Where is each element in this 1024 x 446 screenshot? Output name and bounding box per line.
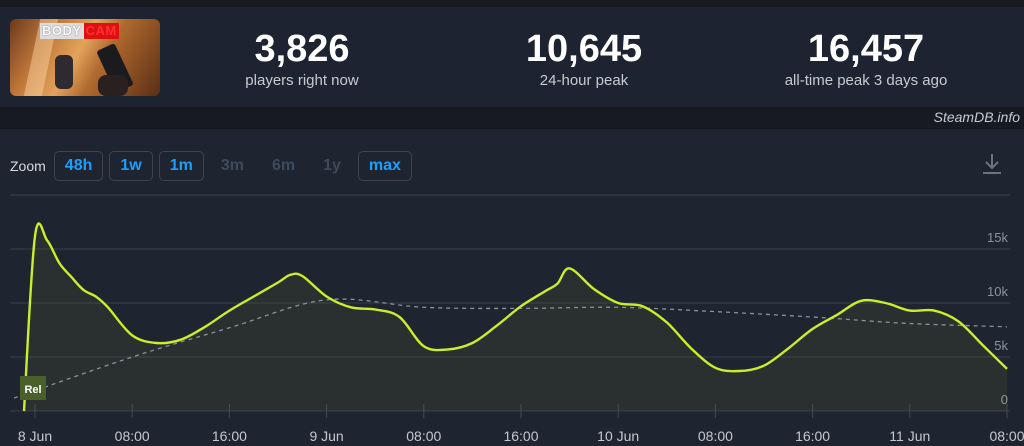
zoom-controls: Zoom 48h 1w 1m 3m 6m 1y max [10, 150, 418, 182]
stat-label: 24-hour peak [539, 72, 629, 89]
top-strip [0, 0, 1024, 7]
x-tick-label: 11 Jun [889, 428, 930, 444]
release-marker[interactable]: Rel [20, 376, 46, 400]
zoom-1y-button: 1y [323, 157, 341, 174]
steamdb-credit[interactable]: SteamDB.info [933, 109, 1020, 125]
players-line [22, 222, 1008, 412]
stats-header: BODY CAM 3,826 players right now 10,645 … [0, 7, 1024, 107]
release-label: Rel [24, 384, 41, 396]
stat-24h-peak: 10,645 24-hour peak [464, 29, 704, 91]
x-tick-label: 16:00 [212, 428, 247, 444]
game-thumbnail[interactable]: BODY CAM [10, 19, 160, 96]
stat-label: players right now [245, 72, 359, 89]
zoom-6m-button: 6m [271, 157, 296, 174]
y-tick-label: 10k [987, 284, 1008, 299]
chart-grid [10, 248, 1010, 412]
y-tick-label: 15k [987, 230, 1008, 245]
game-logo: BODY CAM [40, 23, 119, 39]
y-tick-label: 5k [994, 338, 1008, 353]
x-tick-label: 08:00 [989, 428, 1024, 444]
players-area [24, 223, 1007, 411]
average-line [13, 298, 1008, 399]
download-icon[interactable] [981, 152, 1003, 176]
x-tick-label: 8 Jun [18, 428, 52, 444]
zoom-48h-button[interactable]: 48h [53, 151, 104, 181]
chart-panel [0, 129, 1024, 446]
game-logo-left: BODY [40, 23, 84, 39]
x-tick-label: 08:00 [115, 428, 150, 444]
thumbnail-hand [98, 75, 128, 96]
x-tick-label: 08:00 [406, 428, 441, 444]
x-tick-label: 9 Jun [309, 428, 343, 444]
y-axis-labels: 0 5k 10k 15k [987, 230, 1008, 407]
player-count-chart[interactable]: 0 5k 10k 15k 8 Jun 08:00 16:00 9 Jun 08:00 16:00… [0, 188, 1024, 446]
x-tick-label: 10 Jun [597, 428, 639, 444]
y-tick-label: 0 [1001, 392, 1008, 407]
x-tick-label: 16:00 [503, 428, 538, 444]
x-axis-labels: 8 Jun 08:00 16:00 9 Jun 08:00 16:00 10 Jun 08:0… [18, 404, 1024, 444]
x-tick-label: 16:00 [795, 428, 830, 444]
zoom-1m-button[interactable]: 1m [158, 151, 204, 181]
stat-label: all-time peak 3 days ago [784, 72, 948, 89]
zoom-3m-button: 3m [220, 157, 244, 174]
zoom-max-button[interactable]: max [357, 151, 412, 181]
zoom-1w-button[interactable]: 1w [109, 151, 153, 181]
zoom-label: Zoom [10, 158, 46, 174]
x-tick-label: 08:00 [698, 428, 733, 444]
stat-value: 16,457 [807, 28, 925, 70]
game-logo-right: CAM [83, 23, 119, 39]
stat-all-time-peak: 16,457 all-time peak 3 days ago [746, 29, 986, 91]
thumbnail-figure [55, 55, 73, 89]
stat-value: 3,826 [254, 28, 350, 70]
stat-value: 10,645 [525, 28, 643, 70]
stat-current-players: 3,826 players right now [182, 29, 422, 91]
